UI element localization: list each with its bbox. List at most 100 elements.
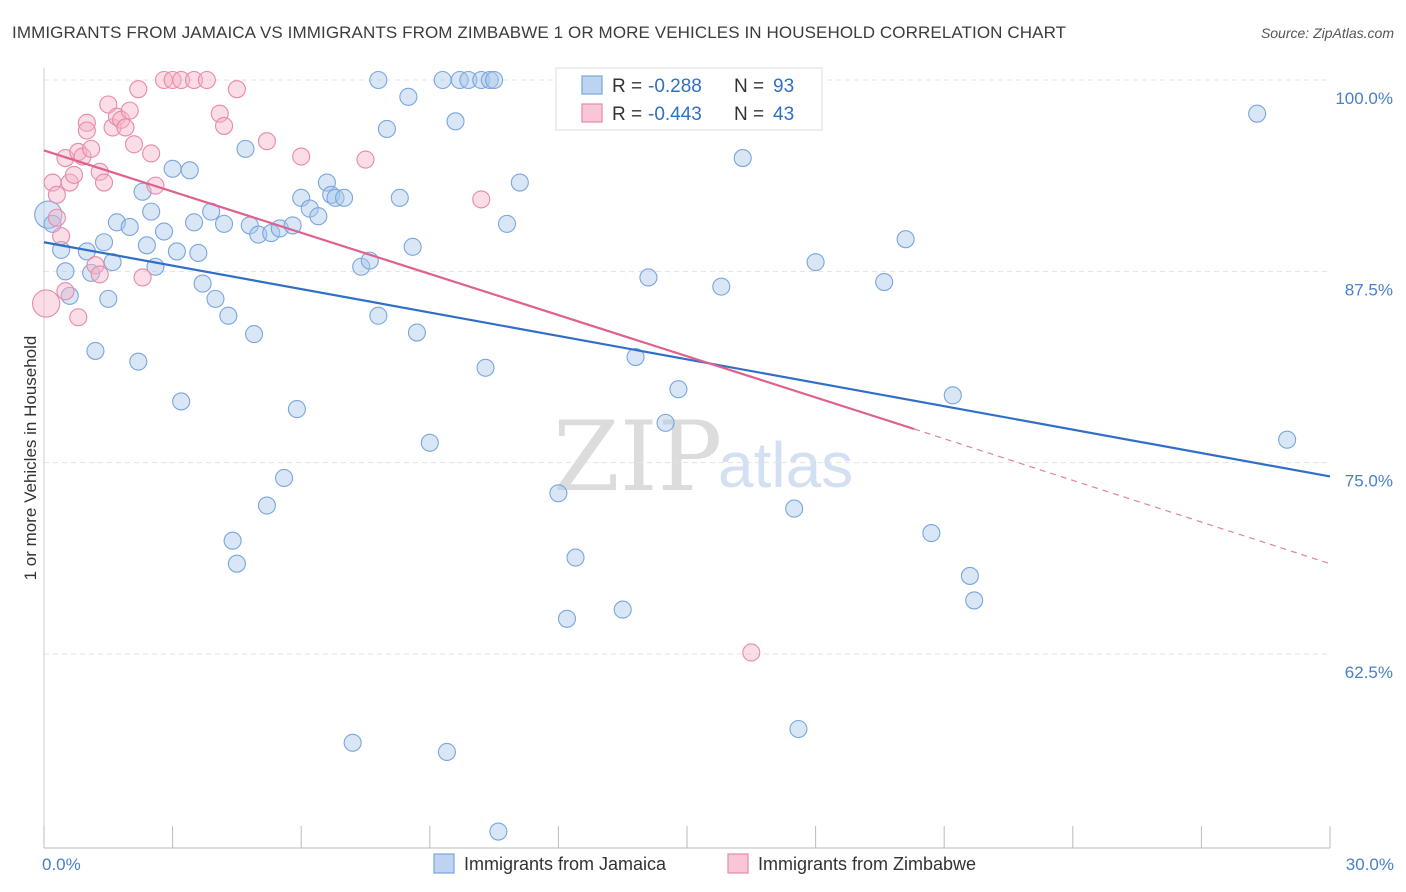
- axes: [43, 68, 1331, 849]
- data-point: [275, 468, 294, 488]
- data-point: [197, 70, 216, 90]
- data-point: [236, 139, 255, 158]
- data-point: [219, 306, 238, 325]
- y-axis-label: 1 or more Vehicles in Household: [21, 336, 40, 581]
- data-point: [965, 591, 984, 610]
- y-tick-label: 87.5%: [1345, 280, 1393, 299]
- data-point: [476, 358, 495, 377]
- data-point: [369, 306, 388, 325]
- data-point: [227, 554, 246, 573]
- legend-n-label-zimbabwe: N =: [734, 104, 764, 125]
- data-point: [262, 224, 281, 243]
- data-point: [172, 70, 191, 90]
- data-point: [377, 119, 396, 139]
- watermark-zip: ZIP: [553, 401, 722, 513]
- data-point: [52, 227, 71, 246]
- data-point: [82, 139, 101, 158]
- data-point: [669, 380, 688, 399]
- y-tick-label: 62.5%: [1345, 663, 1393, 682]
- data-point: [31, 289, 61, 318]
- data-point: [86, 256, 105, 275]
- data-point: [510, 173, 529, 192]
- data-point: [472, 190, 491, 209]
- data-point: [77, 113, 96, 132]
- data-point: [292, 147, 311, 166]
- chart-title: IMMIGRANTS FROM JAMAICA VS IMMIGRANTS FR…: [12, 23, 1066, 42]
- trend-lines: [43, 149, 1331, 565]
- data-point: [184, 213, 204, 232]
- data-point: [343, 733, 362, 752]
- legend-swatch-zimbabwe: [581, 103, 603, 123]
- data-point: [785, 499, 804, 518]
- data-point: [356, 150, 375, 169]
- data-point: [129, 352, 148, 371]
- data-point: [480, 70, 499, 90]
- data-point: [437, 742, 456, 762]
- trend-line-extension-zimbabwe: [914, 428, 1331, 565]
- data-point: [90, 265, 109, 284]
- legend-r-label-jamaica: R =: [612, 76, 642, 97]
- data-point: [549, 484, 568, 503]
- data-point: [369, 70, 388, 90]
- data-point: [189, 243, 208, 263]
- data-point: [1278, 430, 1297, 449]
- data-point: [257, 132, 276, 151]
- data-point: [133, 268, 152, 287]
- data-point: [407, 323, 426, 342]
- watermark-atlas: atlas: [718, 429, 853, 501]
- data-point: [47, 208, 66, 227]
- data-point: [943, 386, 962, 405]
- data-point: [489, 822, 508, 841]
- data-point: [712, 277, 731, 296]
- y-tick-label: 100.0%: [1335, 89, 1393, 108]
- data-point: [742, 643, 761, 662]
- data-point: [309, 207, 328, 226]
- data-point: [120, 217, 139, 236]
- data-point: [116, 118, 135, 137]
- legend-n-label-jamaica: N =: [734, 76, 764, 97]
- data-point: [142, 202, 161, 221]
- data-point: [733, 149, 752, 168]
- legend-r-label-zimbabwe: R =: [612, 104, 642, 125]
- data-point: [47, 185, 66, 204]
- data-point: [485, 70, 504, 90]
- data-point: [789, 719, 808, 739]
- data-point: [56, 282, 75, 301]
- data-point: [244, 325, 264, 344]
- watermark: ZIP atlas: [553, 401, 853, 513]
- data-point: [390, 188, 409, 207]
- data-point: [163, 159, 182, 178]
- data-point: [184, 70, 204, 90]
- bottom-legend: Immigrants from Jamaica Immigrants from …: [433, 853, 976, 874]
- legend-swatch-jamaica: [581, 75, 603, 95]
- data-point: [1248, 104, 1267, 123]
- data-point: [257, 496, 276, 515]
- data-point: [399, 87, 418, 106]
- data-point: [99, 289, 118, 308]
- data-point: [129, 80, 148, 99]
- data-point: [193, 274, 212, 293]
- data-point: [806, 253, 825, 272]
- data-point: [99, 95, 118, 114]
- bottom-legend-label-jamaica: Immigrants from Jamaica: [464, 854, 667, 874]
- data-point: [77, 121, 96, 140]
- data-point: [656, 413, 675, 432]
- data-point: [94, 233, 114, 252]
- data-point: [56, 262, 75, 281]
- x-tick-labels: 0.0% 30.0%: [42, 855, 1394, 874]
- data-point: [124, 135, 144, 154]
- data-point: [566, 548, 585, 567]
- data-point: [960, 566, 979, 585]
- data-point: [896, 230, 915, 249]
- data-point: [922, 524, 941, 543]
- y-tick-label: 75.0%: [1345, 472, 1393, 491]
- data-point: [94, 173, 114, 192]
- data-point: [613, 600, 632, 619]
- data-point: [403, 237, 422, 256]
- bottom-legend-swatch-zimbabwe: [727, 853, 749, 874]
- legend-n-value-zimbabwe: 43: [773, 104, 794, 125]
- data-point: [335, 188, 354, 207]
- legend-n-value-jamaica: 93: [773, 76, 794, 97]
- trend-line-jamaica: [43, 241, 1331, 478]
